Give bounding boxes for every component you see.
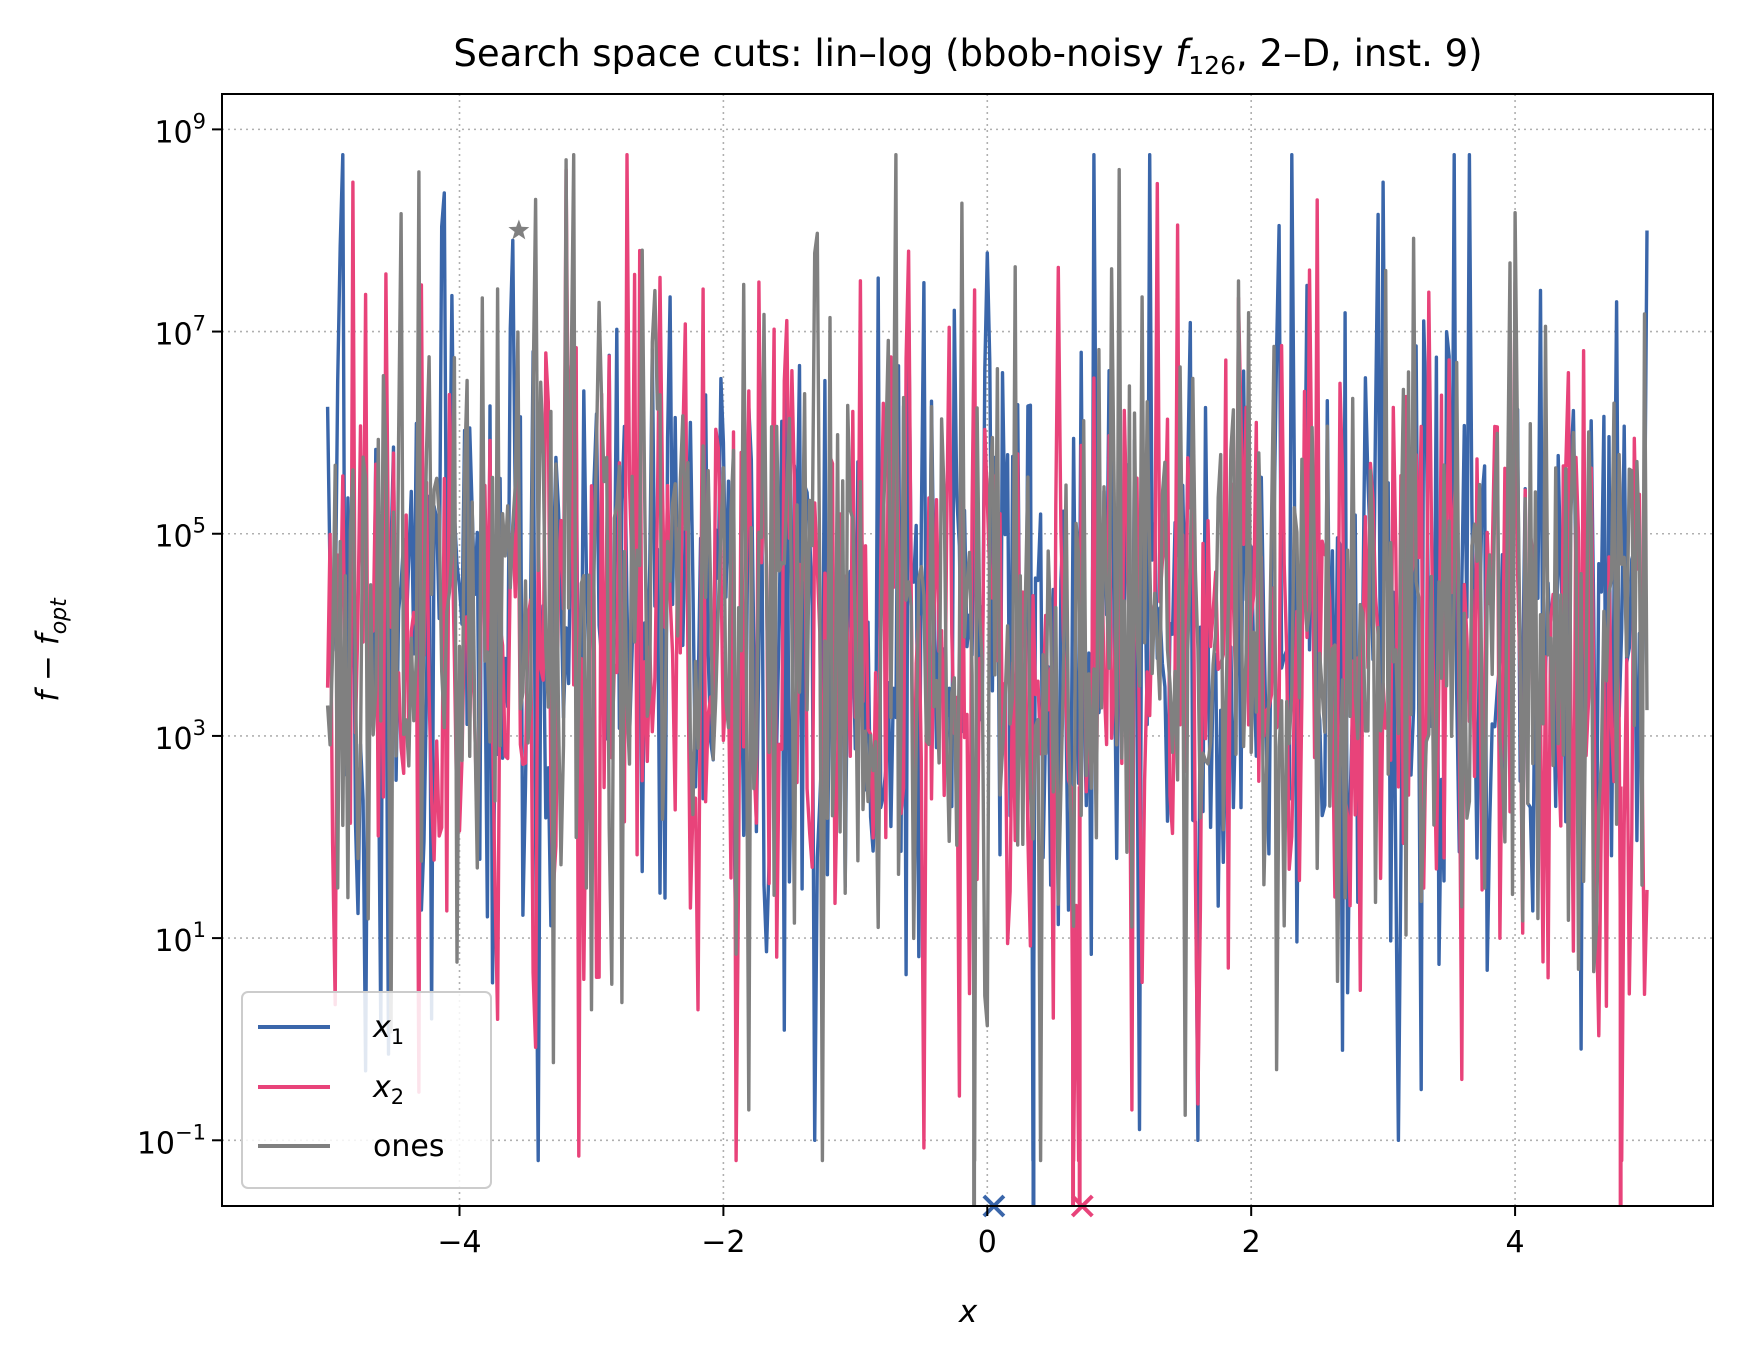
legend: x1 x2 ones: [241, 991, 492, 1189]
y-tick-label: 107: [154, 312, 206, 353]
x-tick-label: 2: [1242, 1225, 1261, 1260]
plot-frame: [221, 93, 1714, 1207]
series-layer: [325, 153, 1649, 1206]
x-axis-ticks: −4 −2 0 2 4: [437, 1206, 1525, 1260]
legend-label-ones: ones: [373, 1129, 444, 1164]
chart-title: Search space cuts: lin–log (bbob-noisy f…: [453, 32, 1482, 80]
y-tick-label: 105: [154, 514, 206, 555]
y-tick-label: 101: [154, 918, 206, 959]
x-tick-label: −4: [437, 1225, 481, 1260]
legend-label-x1: x1: [372, 1010, 404, 1049]
x-tick-label: 4: [1506, 1225, 1525, 1260]
legend-label-x2: x2: [372, 1070, 404, 1109]
series-line-ones: [325, 153, 1649, 1163]
best-point-star-marker: [508, 219, 530, 240]
series-line-x2: [325, 153, 1649, 1163]
y-axis-label: f − fopt: [30, 597, 72, 702]
x-axis-label: x: [958, 1294, 978, 1330]
y-tick-label: 10−1: [137, 1120, 206, 1161]
y-tick-label: 109: [154, 109, 206, 150]
y-tick-label: 103: [154, 716, 206, 757]
x-tick-label: 0: [978, 1225, 997, 1260]
y-axis-ticks: 109 107 105 103 101 10−1: [137, 109, 222, 1161]
x-tick-label: −2: [701, 1225, 745, 1260]
legend-box: [241, 991, 492, 1189]
